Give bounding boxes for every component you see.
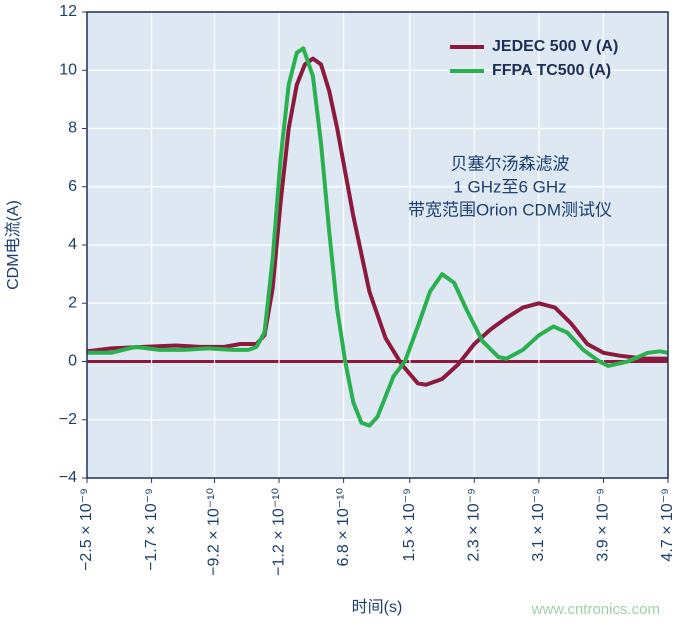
x-tick-label: −1.7 × 10⁻⁹	[143, 488, 160, 571]
x-tick-label: 3.9 × 10⁻⁹	[595, 488, 612, 562]
y-tick-label: 6	[68, 178, 77, 195]
legend-label: JEDEC 500 V (A)	[492, 38, 618, 55]
annotation: 贝塞尔汤森滤波	[451, 154, 570, 173]
x-tick-label: 3.1 × 10⁻⁹	[530, 488, 547, 562]
x-tick-label: 4.7 × 10⁻⁹	[659, 488, 676, 562]
plot-frame	[86, 11, 669, 479]
x-tick-label: −2.5 × 10⁻⁹	[78, 488, 95, 571]
y-tick-label: 12	[59, 3, 77, 20]
y-tick-label: 10	[59, 61, 77, 78]
x-tick-label: 6.8 × 10⁻¹⁰	[335, 488, 352, 566]
y-tick-label: −4	[59, 469, 77, 486]
series-line	[86, 56, 668, 387]
x-tick-label: −1.2 × 10⁻¹⁰	[270, 488, 287, 576]
y-tick-label: 2	[68, 294, 77, 311]
y-tick-label: 0	[68, 353, 77, 370]
watermark: www.cntronics.com	[531, 601, 660, 618]
x-tick-label: 1.5 × 10⁻⁹	[401, 488, 418, 562]
annotation: 1 GHz至6 GHz	[453, 177, 566, 196]
annotation: 带宽范围Orion CDM测试仪	[408, 200, 612, 219]
y-tick-label: 8	[68, 120, 77, 137]
y-axis-label: CDM电流(A)	[4, 200, 22, 290]
series-line	[87, 46, 669, 428]
y-tick-label: −2	[59, 411, 77, 428]
x-axis-label: 时间(s)	[352, 598, 403, 616]
x-tick-label: 2.3 × 10⁻⁹	[466, 488, 483, 562]
legend-label: FFPA TC500 (A)	[492, 62, 611, 79]
y-tick-label: 4	[68, 236, 77, 253]
x-tick-label: −9.2 × 10⁻¹⁰	[206, 488, 223, 576]
